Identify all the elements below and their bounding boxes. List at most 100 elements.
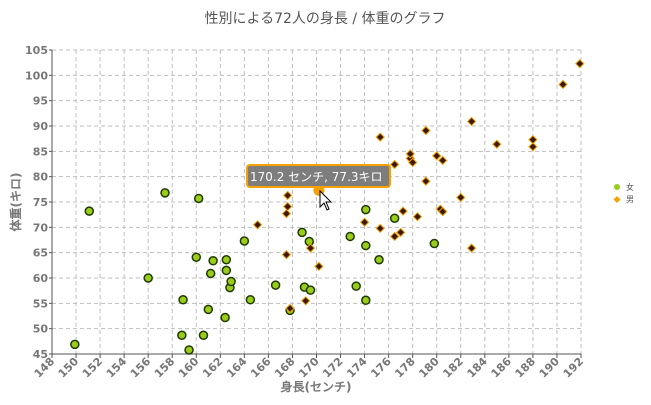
data-point-male[interactable] [466, 243, 477, 253]
data-point-male[interactable] [528, 142, 538, 152]
data-point-female[interactable] [361, 240, 371, 251]
y-tick-label: 60 [33, 272, 49, 285]
data-point-male[interactable] [285, 303, 295, 314]
data-point-female[interactable] [221, 255, 232, 265]
data-point-male[interactable] [575, 58, 585, 69]
data-point-female[interactable] [205, 268, 216, 279]
legend-marker-female [614, 184, 620, 190]
x-tick-label: 164 [224, 355, 250, 381]
y-tick-label: 50 [33, 323, 49, 336]
data-point-female[interactable] [297, 227, 307, 238]
data-point-male[interactable] [389, 231, 400, 242]
y-tick-label: 105 [25, 44, 48, 57]
data-point-female[interactable] [70, 339, 80, 350]
data-point-male[interactable] [359, 217, 370, 227]
data-point-male[interactable] [305, 243, 316, 253]
data-point-female[interactable] [245, 295, 256, 305]
data-point-female[interactable] [429, 238, 440, 249]
y-tick-label: 95 [33, 95, 48, 108]
data-point-female[interactable] [208, 256, 218, 266]
data-point-male[interactable] [252, 220, 263, 230]
data-point-female[interactable] [361, 204, 371, 215]
data-point-female[interactable] [226, 276, 236, 287]
data-point-female[interactable] [178, 295, 188, 305]
y-tick-label: 75 [33, 196, 48, 209]
y-axis-title: 体重(キロ) [8, 173, 23, 232]
y-tick-label: 45 [33, 348, 48, 361]
x-tick-label: 154 [104, 355, 130, 381]
data-point-female[interactable] [345, 231, 355, 242]
data-point-female[interactable] [221, 265, 232, 276]
data-point-female[interactable] [160, 188, 170, 198]
x-tick-label: 190 [537, 355, 563, 381]
tooltip-text: 170.2 センチ, 77.3キロ [250, 170, 383, 184]
data-point-male[interactable] [421, 125, 431, 136]
data-point-male[interactable] [432, 151, 442, 161]
data-point-male[interactable] [466, 116, 477, 127]
tooltip: 170.2 センチ, 77.3キロ [246, 164, 391, 188]
legend-label-male: 男 [626, 195, 634, 204]
x-tick-label: 158 [152, 355, 177, 380]
data-point-male[interactable] [405, 149, 415, 159]
data-point-female[interactable] [193, 193, 204, 204]
data-point-male[interactable] [407, 157, 418, 168]
data-point-male[interactable] [456, 192, 466, 203]
data-point-male[interactable] [528, 134, 538, 145]
x-tick-label: 192 [561, 355, 586, 380]
x-tick-label: 180 [416, 355, 442, 381]
legend-item-male[interactable]: 男 [613, 195, 635, 204]
data-point-male[interactable] [375, 132, 385, 142]
data-point-male[interactable] [395, 227, 406, 238]
data-point-male[interactable] [281, 208, 292, 219]
x-tick-label: 174 [344, 355, 370, 381]
data-point-female[interactable] [304, 236, 315, 247]
x-tick-label: 168 [272, 355, 297, 380]
point-layer[interactable] [70, 58, 585, 355]
data-point-female[interactable] [361, 295, 371, 306]
data-point-male[interactable] [438, 155, 448, 166]
data-point-male[interactable] [314, 261, 324, 272]
data-point-female[interactable] [220, 312, 230, 323]
x-tick-label: 162 [200, 355, 225, 380]
x-tick-label: 170 [296, 355, 322, 381]
data-point-female[interactable] [203, 304, 214, 315]
data-point-male[interactable] [412, 211, 423, 222]
legend[interactable]: 女 男 [613, 182, 635, 204]
data-point-female[interactable] [305, 285, 316, 295]
data-point-male[interactable] [398, 206, 408, 216]
legend-label-female: 女 [626, 182, 634, 192]
x-tick-label: 150 [56, 355, 82, 381]
data-point-female[interactable] [191, 252, 202, 262]
data-point-male[interactable] [421, 176, 431, 186]
data-point-male[interactable] [375, 223, 385, 234]
x-axis-title: 身長(センチ) [281, 379, 352, 394]
data-point-female[interactable] [270, 280, 281, 290]
data-point-female[interactable] [184, 345, 194, 355]
data-point-male[interactable] [558, 79, 568, 90]
data-point-male[interactable] [492, 139, 502, 149]
data-point-male[interactable] [300, 296, 311, 306]
y-tick-label: 70 [33, 221, 49, 234]
data-point-male[interactable] [281, 249, 292, 260]
grid-layer [51, 49, 582, 355]
data-point-female[interactable] [84, 206, 95, 216]
data-point-female[interactable] [351, 281, 361, 291]
data-point-female[interactable] [143, 273, 153, 283]
data-point-female[interactable] [198, 330, 209, 341]
x-tick-label: 176 [368, 355, 394, 381]
data-point-male[interactable] [389, 159, 400, 170]
x-tick-label: 182 [440, 355, 465, 380]
x-tick-label: 186 [489, 355, 515, 381]
data-point-female[interactable] [239, 236, 250, 246]
data-point-female[interactable] [374, 255, 384, 265]
y-tick-label: 80 [33, 171, 49, 184]
data-point-male[interactable] [282, 190, 293, 201]
y-tick-label: 65 [33, 247, 48, 260]
data-point-male[interactable] [282, 201, 293, 212]
axis-layer: 4550556065707580859095100105148150152154… [25, 44, 586, 380]
data-point-female[interactable] [177, 330, 187, 341]
data-point-male[interactable] [438, 206, 448, 217]
data-point-female[interactable] [389, 213, 400, 223]
legend-item-female[interactable]: 女 [614, 182, 634, 192]
